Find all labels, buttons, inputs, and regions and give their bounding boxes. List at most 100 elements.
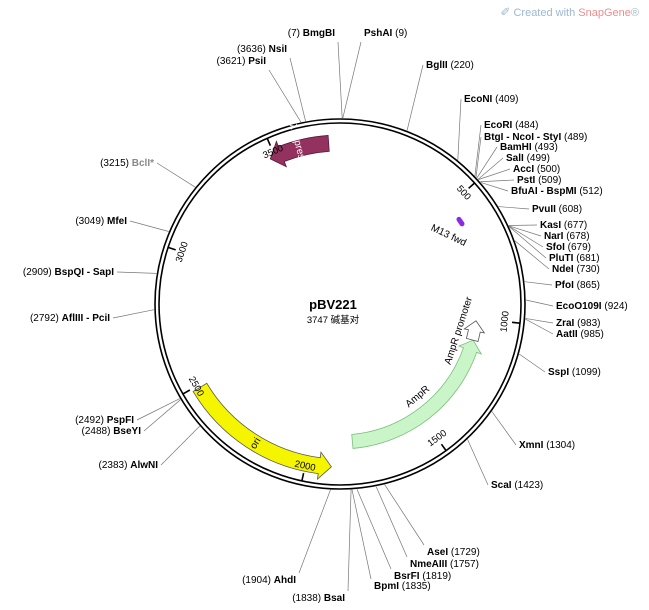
site-name: AflIII - PciI xyxy=(62,313,111,324)
site-afliii-pcii[interactable]: (2792) AflIII - PciI xyxy=(30,313,110,324)
site-btgi-ncoi-styi[interactable]: BtgI - NcoI - StyI (489) xyxy=(484,132,587,143)
site-bsai[interactable]: (1838) BsaI xyxy=(292,593,345,604)
site-position: (3621) xyxy=(217,56,249,67)
site-name: BsaI xyxy=(324,593,345,604)
site-pvuii[interactable]: PvuII (608) xyxy=(532,204,582,215)
watermark-prefix: Created with xyxy=(513,7,579,19)
site-position: (493) xyxy=(532,142,558,153)
site-position: (2909) xyxy=(23,267,55,278)
site-psti[interactable]: PstI (509) xyxy=(517,175,561,186)
site-bspqi-sapi[interactable]: (2909) BspQI - SapI xyxy=(23,267,114,278)
site-xmni[interactable]: XmnI (1304) xyxy=(519,440,575,451)
site-leader-bpmi xyxy=(351,489,372,580)
site-bfuai-bspmi[interactable]: BfuAI - BspMI (512) xyxy=(511,186,603,197)
site-bseyi[interactable]: (2488) BseYI xyxy=(82,426,142,437)
site-position: (1099) xyxy=(569,367,601,378)
site-ecoo109i[interactable]: EcoO109I (924) xyxy=(556,301,628,312)
site-sali[interactable]: SalI (499) xyxy=(506,153,550,164)
site-leader-pspfi xyxy=(136,398,181,421)
site-leader-bsrfi xyxy=(356,489,392,570)
site-leader-bglii xyxy=(406,64,424,131)
site-position: (1729) xyxy=(448,547,480,558)
site-acci[interactable]: AccI (500) xyxy=(513,164,560,175)
site-name: BseYI xyxy=(113,426,141,437)
site-scai[interactable]: ScaI (1423) xyxy=(491,480,543,491)
backbone-inner-ring xyxy=(158,122,522,486)
site-sfoi[interactable]: SfoI (679) xyxy=(546,242,591,253)
site-leader-psti xyxy=(480,179,515,183)
site-ahdi[interactable]: (1904) AhdI xyxy=(242,575,296,586)
site-position: (2488) xyxy=(82,426,114,437)
site-leader-bfuai-bspmi xyxy=(480,182,509,192)
site-position: (220) xyxy=(448,60,474,71)
site-zrai[interactable]: ZraI (983) xyxy=(556,318,600,329)
site-kasi[interactable]: KasI (677) xyxy=(540,220,587,231)
feature-m13-fwd[interactable] xyxy=(456,216,465,227)
site-nmeaiii[interactable]: NmeAIII (1757) xyxy=(410,559,479,570)
site-leader-alwni xyxy=(160,425,200,466)
site-position: (499) xyxy=(524,153,550,164)
site-bmgbi[interactable]: (7) BmgBI xyxy=(288,28,335,39)
site-position: (1835) xyxy=(399,581,431,592)
site-pfoi[interactable]: PfoI (865) xyxy=(555,280,600,291)
site-name: NarI xyxy=(544,231,564,242)
site-bglii[interactable]: BglII (220) xyxy=(426,60,474,71)
feature-ampr-promoter[interactable] xyxy=(463,320,486,342)
site-ndei[interactable]: NdeI (730) xyxy=(552,264,600,275)
site-leader-bsai xyxy=(347,489,352,592)
feature-repressor[interactable] xyxy=(269,134,330,168)
tick-mark-3500 xyxy=(266,137,272,146)
site-name: SalI xyxy=(506,153,524,164)
site-name: BmgBI xyxy=(303,28,335,39)
site-bpmi[interactable]: BpmI (1835) xyxy=(374,581,431,592)
site-leader-bcli xyxy=(156,162,196,188)
site-pshai[interactable]: PshAI (9) xyxy=(364,28,407,39)
site-pluti[interactable]: PluTI (681) xyxy=(549,253,600,264)
site-name: BamHI xyxy=(500,142,532,153)
site-leader-ecoo109i xyxy=(525,299,554,307)
site-position: (730) xyxy=(574,264,600,275)
site-name: PfoI xyxy=(555,280,574,291)
site-leader-bspqi-sapi xyxy=(116,271,157,274)
feature-ampr[interactable] xyxy=(351,339,483,449)
site-name: ScaI xyxy=(491,480,512,491)
site-econi[interactable]: EcoNI (409) xyxy=(464,94,518,105)
site-name: AatII xyxy=(556,329,578,340)
site-mfei[interactable]: (3049) MfeI xyxy=(75,216,127,227)
site-nari[interactable]: NarI (678) xyxy=(544,231,590,242)
site-bcli[interactable]: (3215) BclI* xyxy=(100,158,154,169)
site-name: BsrFI xyxy=(394,571,420,582)
site-position: (985) xyxy=(578,329,604,340)
site-psii[interactable]: (3621) PsiI xyxy=(217,56,267,67)
site-alwni[interactable]: (2383) AlwNI xyxy=(99,460,159,471)
backbone-outer-ring xyxy=(154,118,526,490)
site-position: (500) xyxy=(534,164,560,175)
site-bamhi[interactable]: BamHI (493) xyxy=(500,142,558,153)
site-position: (677) xyxy=(561,220,587,231)
site-name: AlwNI xyxy=(130,460,158,471)
tick-label-1000: 1000 xyxy=(498,310,511,332)
watermark-suffix: ® xyxy=(630,7,639,19)
site-asei[interactable]: AseI (1729) xyxy=(427,547,480,558)
site-leader-ahdi xyxy=(298,489,331,574)
tick-label-3000: 3000 xyxy=(174,240,191,264)
site-position: (512) xyxy=(577,186,603,197)
tick-mark-500 xyxy=(468,182,476,189)
feature-label-m13-fwd: M13 fwd xyxy=(429,223,468,249)
site-aatii[interactable]: AatII (985) xyxy=(556,329,604,340)
site-sspi[interactable]: SspI (1099) xyxy=(548,367,601,378)
site-position: (489) xyxy=(561,132,587,143)
site-name: EcoRI xyxy=(484,120,513,131)
site-position: (924) xyxy=(602,301,628,312)
site-bsrfi[interactable]: BsrFI (1819) xyxy=(394,571,451,582)
site-nsii[interactable]: (3636) NsiI xyxy=(237,44,287,55)
feature-ori[interactable] xyxy=(192,382,332,481)
site-position: (2383) xyxy=(99,460,131,471)
site-leader-nmeaiii xyxy=(375,486,408,558)
site-leader-mfei xyxy=(129,220,169,232)
site-position: (3636) xyxy=(237,44,269,55)
site-ecori[interactable]: EcoRI (484) xyxy=(484,120,538,131)
site-pspfi[interactable]: (2492) PspFI xyxy=(75,415,134,426)
tick-mark-2500 xyxy=(182,389,191,395)
site-position: (865) xyxy=(574,280,600,291)
